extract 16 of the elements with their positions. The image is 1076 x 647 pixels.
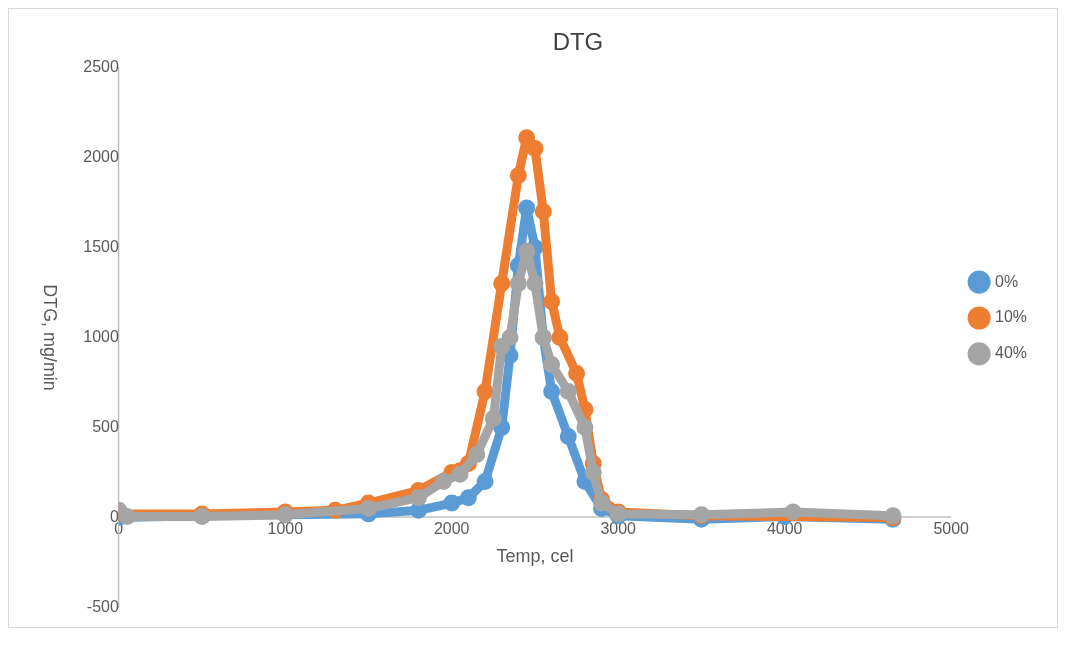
y-tick-label: 1500 bbox=[83, 237, 119, 255]
y-tick-label: 500 bbox=[92, 417, 119, 435]
x-tick-label: 5000 bbox=[933, 520, 970, 538]
x-tick-label: 1000 bbox=[267, 520, 304, 538]
legend-label: 0% bbox=[995, 272, 1019, 290]
y-axis-title: DTG, mg/min bbox=[39, 284, 60, 391]
chart-title: DTG bbox=[552, 27, 604, 55]
legend-label: 40% bbox=[995, 344, 1028, 362]
x-axis-title: Temp, cel bbox=[496, 546, 574, 567]
x-tick-label: 3000 bbox=[600, 520, 637, 538]
y-tick-label: 2000 bbox=[83, 147, 119, 165]
legend-label: 10% bbox=[995, 308, 1028, 326]
y-tick-label: -500 bbox=[86, 597, 119, 615]
y-tick-label: 2500 bbox=[83, 58, 119, 75]
x-tick-label: 2000 bbox=[434, 520, 470, 538]
y-tick-label: 1000 bbox=[83, 327, 119, 345]
